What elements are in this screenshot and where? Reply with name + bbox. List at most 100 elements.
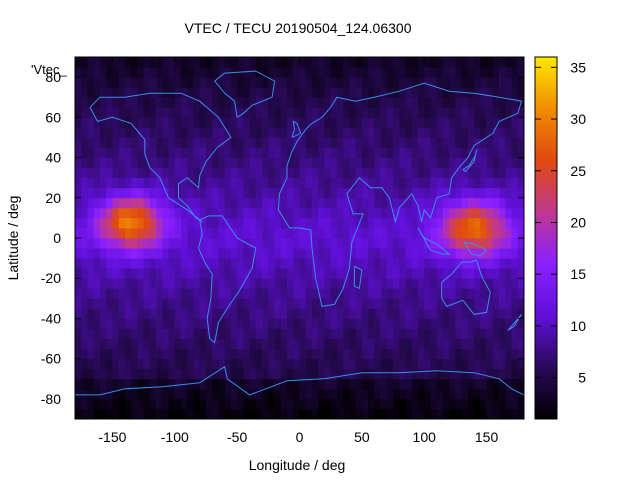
heatmap-cell: [230, 248, 238, 259]
heatmap-cell: [206, 127, 213, 138]
heatmap-cell: [199, 258, 207, 269]
heatmap-cell: [511, 77, 519, 88]
heatmap-cell: [474, 227, 481, 239]
heatmap-cell: [206, 258, 213, 269]
heatmap-cell: [230, 348, 238, 360]
heatmap-cell: [199, 278, 207, 289]
heatmap-cell: [262, 388, 269, 400]
heatmap-cell: [187, 157, 194, 169]
heatmap-cell: [380, 137, 388, 148]
heatmap-cell: [386, 147, 394, 158]
heatmap-cell: [293, 408, 300, 420]
heatmap-cell: [87, 398, 95, 410]
heatmap-cell: [511, 207, 519, 219]
heatmap-cell: [280, 368, 288, 380]
heatmap-cell: [361, 197, 369, 209]
heatmap-cell: [287, 388, 294, 400]
heatmap-cell: [181, 187, 188, 199]
heatmap-cell: [249, 157, 257, 169]
heatmap-cell: [418, 288, 425, 299]
heatmap-cell: [361, 57, 369, 68]
heatmap-cell: [243, 368, 250, 380]
heatmap-cell: [361, 348, 369, 360]
heatmap-cell: [442, 278, 450, 289]
heatmap-cell: [312, 298, 319, 309]
heatmap-cell: [112, 338, 119, 350]
heatmap-cell: [474, 177, 481, 189]
heatmap-cell: [143, 388, 151, 400]
heatmap-cell: [361, 117, 369, 128]
heatmap-cell: [361, 97, 369, 108]
heatmap-cell: [405, 207, 413, 219]
heatmap-cell: [299, 368, 307, 380]
heatmap-cell: [262, 328, 269, 339]
heatmap-cell: [230, 308, 238, 319]
heatmap-cell: [405, 157, 413, 169]
heatmap-cell: [243, 137, 250, 148]
heatmap-cell: [174, 87, 182, 98]
heatmap-cell: [230, 388, 238, 400]
heatmap-cell: [255, 107, 263, 118]
heatmap-cell: [511, 67, 519, 78]
heatmap-cell: [330, 238, 338, 249]
heatmap-cell: [299, 207, 307, 219]
heatmap-cell: [218, 278, 225, 289]
colorbar-tick-label: 10: [570, 318, 586, 334]
heatmap-cell: [187, 288, 194, 299]
heatmap-cell: [330, 77, 338, 88]
heatmap-cell: [449, 328, 456, 339]
heatmap-cell: [149, 238, 157, 249]
heatmap-cell: [336, 278, 344, 289]
heatmap-cell: [162, 217, 169, 229]
heatmap-cell: [424, 167, 431, 179]
heatmap-cell: [411, 217, 419, 229]
heatmap-cell: [418, 187, 425, 199]
heatmap-cell: [156, 227, 163, 239]
heatmap-cell: [324, 207, 331, 219]
heatmap-cell: [106, 248, 113, 259]
chart-title: VTEC / TECU 20190504_124.06300: [184, 20, 411, 36]
heatmap-cell: [411, 408, 419, 420]
heatmap-cell: [293, 167, 300, 179]
heatmap-cell: [505, 197, 512, 209]
heatmap-cell: [156, 157, 163, 169]
heatmap-cell: [330, 117, 338, 128]
heatmap-cell: [212, 338, 219, 350]
heatmap-cell: [181, 87, 188, 98]
heatmap-cell: [137, 177, 144, 189]
heatmap-cell: [499, 87, 506, 98]
heatmap-cell: [187, 117, 194, 128]
heatmap-cell: [499, 147, 506, 158]
heatmap-cell: [293, 288, 300, 299]
heatmap-cell: [193, 368, 201, 380]
heatmap-cell: [455, 348, 462, 360]
heatmap-cell: [318, 67, 325, 78]
heatmap-cell: [386, 318, 394, 329]
heatmap-cell: [143, 157, 151, 169]
heatmap-cell: [368, 238, 375, 249]
heatmap-cell: [499, 298, 506, 309]
heatmap-cell: [280, 87, 288, 98]
coastline: [74, 365, 525, 409]
heatmap-cell: [274, 288, 282, 299]
heatmap-cell: [424, 308, 431, 319]
heatmap-cell: [168, 187, 176, 199]
heatmap-cell: [442, 77, 450, 88]
heatmap-cell: [299, 177, 307, 189]
heatmap-cell: [224, 67, 232, 78]
heatmap-cell: [312, 207, 319, 219]
heatmap-cell: [156, 258, 163, 269]
heatmap-cell: [361, 187, 369, 199]
heatmap-cell: [343, 268, 350, 279]
heatmap-cell: [499, 97, 506, 108]
heatmap-cell: [293, 248, 300, 259]
heatmap-cell: [218, 248, 225, 259]
heatmap-cell: [418, 197, 425, 209]
heatmap-cell: [162, 227, 169, 239]
heatmap-cell: [486, 298, 494, 309]
heatmap-cell: [361, 288, 369, 299]
heatmap-cell: [268, 318, 275, 329]
heatmap-cell: [156, 137, 163, 148]
heatmap-cell: [467, 147, 475, 158]
heatmap-cell: [386, 177, 394, 189]
